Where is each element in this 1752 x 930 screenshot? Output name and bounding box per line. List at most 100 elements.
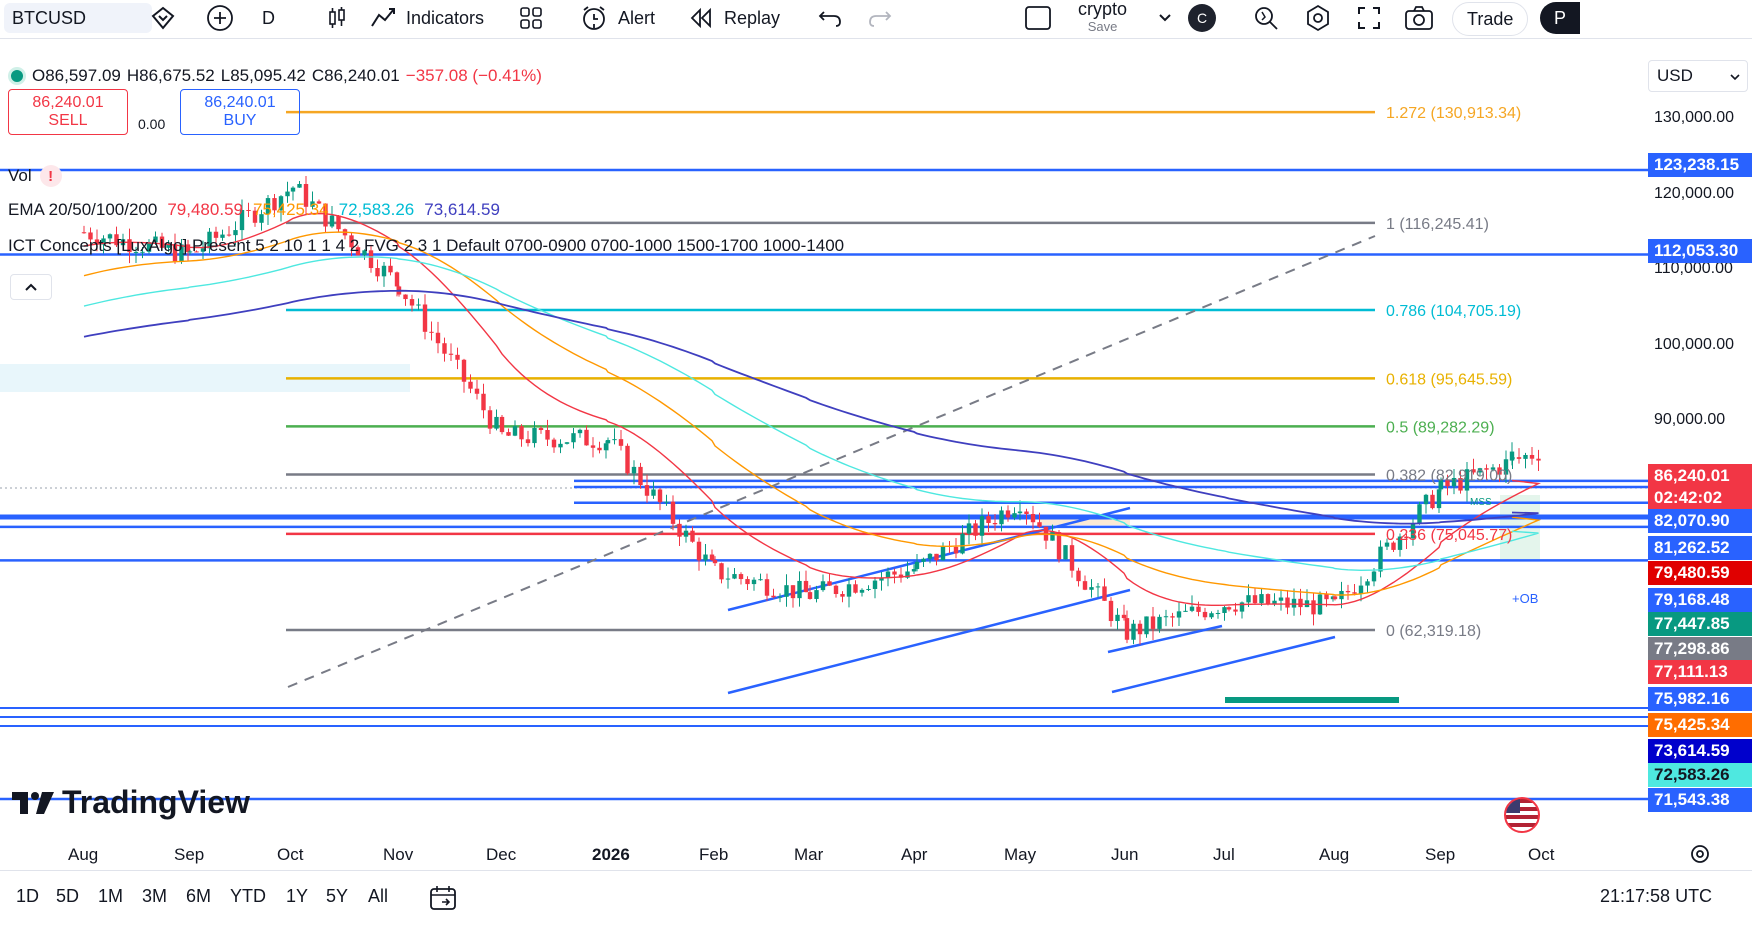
candles-icon[interactable] bbox=[324, 0, 350, 36]
candle-body bbox=[1246, 595, 1251, 603]
price-axis-label: 77,298.86 bbox=[1648, 637, 1752, 661]
indicators-label: Indicators bbox=[406, 7, 485, 28]
profile-button[interactable]: P bbox=[1540, 2, 1580, 34]
candle-body bbox=[1438, 479, 1444, 490]
candle-body bbox=[239, 209, 245, 231]
bottom-toolbar bbox=[0, 870, 1752, 930]
layout-square-icon[interactable] bbox=[1024, 0, 1052, 36]
candle-body bbox=[725, 578, 731, 580]
channel-line bbox=[1111, 635, 1336, 694]
candle-body bbox=[252, 210, 258, 223]
currency-select[interactable]: USD bbox=[1648, 60, 1748, 92]
warning-icon[interactable]: ! bbox=[39, 165, 62, 187]
alert-button[interactable]: Alert bbox=[580, 0, 655, 36]
candle-body bbox=[584, 429, 589, 446]
compare-plus-icon[interactable] bbox=[206, 0, 234, 36]
symbol-search[interactable]: BTCUSD bbox=[4, 3, 152, 33]
fib-level-label: 1.272 (130,913.34) bbox=[1386, 105, 1521, 122]
calendar-goto-icon[interactable] bbox=[428, 884, 458, 917]
candle-body bbox=[1410, 523, 1416, 539]
candle-body bbox=[911, 569, 917, 572]
candle-body bbox=[738, 574, 744, 580]
buy-button[interactable]: 86,240.01 BUY bbox=[180, 89, 300, 135]
range-button-5y[interactable]: 5Y bbox=[326, 886, 349, 906]
candle-body bbox=[207, 231, 212, 249]
candle-body bbox=[872, 580, 878, 589]
price-chart[interactable]: 1.272 (130,913.34) 1 (116,245.41) 0.786 (1… bbox=[0, 48, 1752, 870]
range-button-6m[interactable]: 6M bbox=[186, 886, 212, 906]
candle-body bbox=[416, 304, 421, 306]
candle-body bbox=[921, 558, 926, 562]
avatar-letter: C bbox=[1188, 4, 1216, 32]
replay-button[interactable]: Replay bbox=[688, 0, 780, 36]
range-button-1m[interactable]: 1M bbox=[98, 886, 124, 906]
candle-body bbox=[220, 234, 225, 238]
ict-legend[interactable]: ICT Concepts [LuxAlgo] Present 5 2 10 1 … bbox=[8, 236, 845, 255]
price-axis-tick: 130,000.00 bbox=[1654, 109, 1735, 126]
candle-body bbox=[807, 592, 813, 599]
range-button-3m[interactable]: 3M bbox=[142, 886, 168, 906]
candle-body bbox=[1144, 616, 1149, 635]
chevron-down-icon[interactable] bbox=[1156, 0, 1174, 36]
fullscreen-icon[interactable] bbox=[1356, 0, 1382, 36]
candle-body bbox=[898, 574, 904, 578]
time-axis-label: Mar bbox=[794, 845, 824, 864]
camera-icon[interactable] bbox=[1404, 0, 1434, 36]
candle-body bbox=[1259, 594, 1264, 604]
candle-body bbox=[448, 353, 454, 355]
redo-icon[interactable] bbox=[868, 0, 892, 36]
candle-body bbox=[1017, 511, 1023, 514]
candle-body bbox=[107, 234, 113, 239]
range-button-5d[interactable]: 5D bbox=[56, 886, 80, 906]
ema-legend[interactable]: EMA 20/50/100/200 79,480.59 75,425.34 72… bbox=[8, 200, 500, 220]
range-button-1d[interactable]: 1D bbox=[16, 886, 40, 906]
candle-body bbox=[310, 201, 315, 207]
candle-body bbox=[771, 595, 776, 598]
settings-gear-icon[interactable] bbox=[1304, 0, 1332, 36]
candle-body bbox=[833, 585, 839, 594]
price-axis-tick: 110,000.00 bbox=[1654, 260, 1733, 277]
range-button-ytd[interactable]: YTD bbox=[230, 886, 266, 906]
price-axis-label: 81,262.52 bbox=[1648, 536, 1752, 560]
utc-clock[interactable]: 21:17:58 UTC bbox=[1600, 886, 1713, 906]
candle-body bbox=[1503, 459, 1509, 475]
candle-body bbox=[1324, 594, 1329, 600]
candle-body bbox=[631, 466, 637, 474]
candle-body bbox=[159, 236, 165, 248]
trade-button[interactable]: Trade bbox=[1452, 2, 1529, 36]
ema20-value: 79,480.59 bbox=[167, 200, 243, 219]
avatar[interactable]: C bbox=[1188, 0, 1216, 36]
candle-body bbox=[940, 545, 946, 561]
templates-grid-icon[interactable] bbox=[518, 0, 544, 36]
price-axis-tick: 90,000.00 bbox=[1654, 411, 1726, 428]
quick-search-icon[interactable] bbox=[1252, 0, 1280, 36]
add-symbol-icon[interactable] bbox=[150, 0, 176, 36]
candle-body bbox=[114, 234, 119, 246]
interval-button[interactable]: D bbox=[262, 0, 275, 36]
us-flag-event-icon[interactable] bbox=[1504, 797, 1540, 833]
candle-body bbox=[213, 231, 219, 238]
candle-body bbox=[914, 561, 920, 570]
indicators-button[interactable]: Indicators bbox=[370, 0, 484, 36]
candle-body bbox=[1095, 586, 1101, 588]
collapse-legend-chevron-up-icon[interactable] bbox=[10, 274, 52, 300]
candle-body bbox=[1477, 468, 1483, 473]
volume-legend[interactable]: Vol ! bbox=[8, 165, 62, 187]
candle-body bbox=[696, 541, 702, 561]
time-axis-label: 2026 bbox=[592, 845, 630, 864]
range-button-all[interactable]: All bbox=[368, 886, 389, 906]
fib-trend-line bbox=[287, 235, 1376, 688]
ema-line bbox=[83, 231, 1542, 596]
undo-icon[interactable] bbox=[818, 0, 842, 36]
candle-body bbox=[853, 584, 858, 593]
range-button-1y[interactable]: 1Y bbox=[286, 886, 309, 906]
layout-menu[interactable]: crypto Save bbox=[1078, 0, 1127, 36]
candle-body bbox=[885, 571, 891, 578]
sell-button[interactable]: 86,240.01 SELL bbox=[8, 89, 128, 135]
candle-body bbox=[200, 248, 206, 252]
candle-body bbox=[329, 215, 335, 227]
fib-level-label: 0.236 (75,045.77) bbox=[1386, 527, 1512, 544]
price-axis-label: 75,425.34 bbox=[1648, 713, 1752, 737]
axis-settings-gear-icon[interactable] bbox=[1688, 842, 1712, 871]
candle-body bbox=[316, 201, 322, 204]
